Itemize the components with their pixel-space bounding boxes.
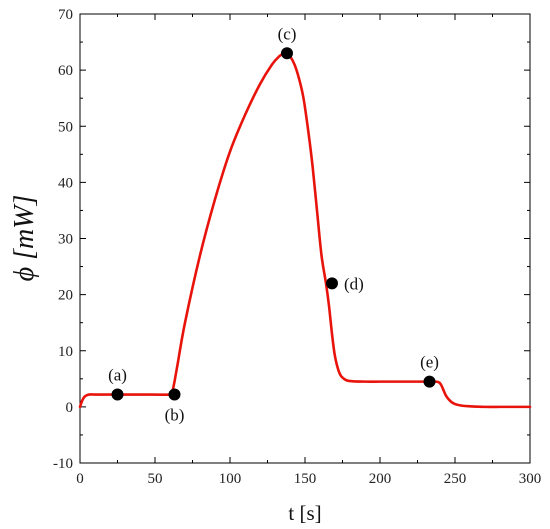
y-tick-label: -10	[53, 456, 73, 472]
x-tick-label: 100	[219, 471, 242, 487]
series-line	[78, 51, 532, 409]
point-label: (c)	[278, 24, 297, 43]
y-tick-label: 10	[58, 344, 73, 360]
y-tick-label: 40	[58, 175, 73, 191]
x-axis-title: t [s]	[288, 501, 321, 525]
y-tick-label: 20	[58, 288, 73, 304]
y-tick-label: 50	[58, 119, 73, 135]
point-label: (e)	[420, 353, 439, 372]
ticks	[79, 13, 531, 464]
x-tick-label: 250	[444, 471, 467, 487]
y-tick-label: 0	[66, 400, 74, 416]
markers	[111, 47, 436, 401]
marker-point	[168, 388, 181, 401]
marker-point	[423, 375, 436, 388]
marker-point	[111, 388, 124, 401]
x-tick-label: 300	[519, 471, 542, 487]
point-label: (b)	[165, 406, 185, 425]
y-tick-label: 30	[58, 232, 73, 248]
x-tick-label: 200	[369, 471, 392, 487]
y-axis-title: ϕ [mW]	[9, 195, 40, 282]
x-tick-label: 0	[76, 471, 84, 487]
point-label: (a)	[108, 366, 127, 385]
point-label: (d)	[344, 274, 364, 293]
x-tick-label: 50	[148, 471, 163, 487]
y-tick-label: 60	[58, 63, 73, 79]
marker-point	[281, 47, 293, 60]
x-tick-label: 150	[294, 471, 317, 487]
y-tick-label: 70	[58, 7, 73, 23]
point-labels: (a) (b) (c) (d) (e)	[108, 24, 439, 424]
marker-point	[326, 277, 338, 290]
